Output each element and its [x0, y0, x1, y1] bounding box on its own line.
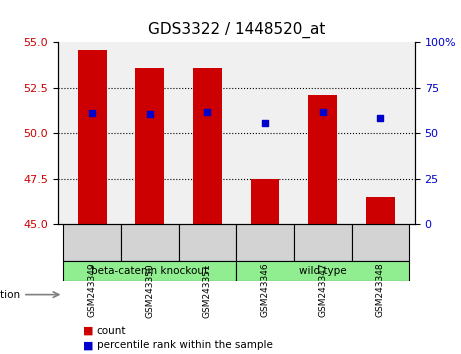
FancyBboxPatch shape [236, 224, 294, 261]
Bar [308, 95, 337, 224]
Text: beta-catenin knockout: beta-catenin knockout [91, 266, 208, 276]
Point [377, 115, 384, 121]
Text: ■: ■ [83, 326, 94, 336]
Point [319, 109, 326, 114]
Text: GSM243347: GSM243347 [318, 263, 327, 318]
Bar [193, 68, 222, 224]
Text: GSM243350: GSM243350 [145, 263, 154, 318]
Point [146, 112, 154, 117]
Text: GSM243346: GSM243346 [260, 263, 270, 318]
Title: GDS3322 / 1448520_at: GDS3322 / 1448520_at [148, 22, 325, 38]
Point [261, 120, 269, 126]
Bar [136, 68, 164, 224]
Point [89, 110, 96, 116]
Bar [251, 179, 279, 224]
Point [204, 109, 211, 114]
Bar [78, 50, 106, 224]
FancyBboxPatch shape [351, 224, 409, 261]
Text: percentile rank within the sample: percentile rank within the sample [97, 340, 273, 350]
Text: ■: ■ [83, 340, 94, 350]
FancyBboxPatch shape [64, 261, 236, 281]
FancyBboxPatch shape [236, 261, 409, 281]
Text: GSM243349: GSM243349 [88, 263, 97, 318]
Text: GSM243351: GSM243351 [203, 263, 212, 318]
Text: wild type: wild type [299, 266, 347, 276]
FancyBboxPatch shape [64, 224, 121, 261]
Bar [366, 197, 395, 224]
Text: count: count [97, 326, 126, 336]
FancyBboxPatch shape [294, 224, 351, 261]
Text: GSM243348: GSM243348 [376, 263, 385, 318]
Text: genotype/variation: genotype/variation [0, 290, 20, 299]
FancyBboxPatch shape [121, 224, 179, 261]
FancyBboxPatch shape [179, 224, 236, 261]
